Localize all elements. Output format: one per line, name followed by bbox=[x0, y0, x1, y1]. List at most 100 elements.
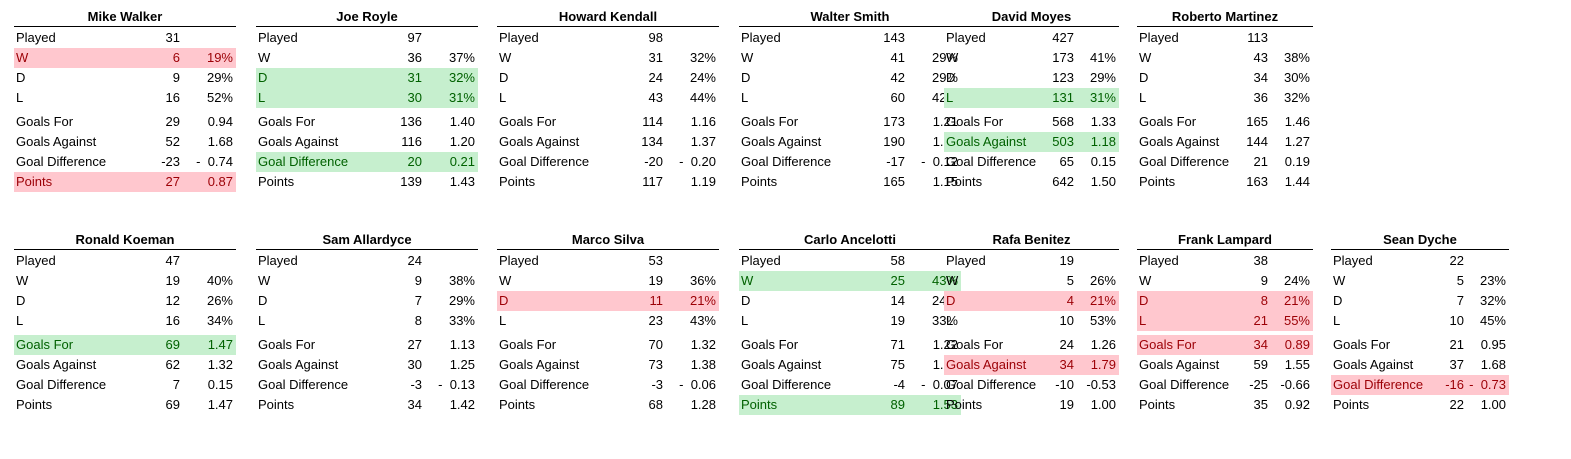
stat-row bbox=[739, 271, 961, 291]
stat-rate: 43% bbox=[689, 313, 716, 328]
stat-label: Points bbox=[258, 174, 295, 189]
stat-rate: 1.21 bbox=[932, 114, 958, 129]
stat-rate: 29% bbox=[931, 50, 958, 65]
stat-label: Goal Difference bbox=[16, 377, 107, 392]
stat-label: L bbox=[16, 313, 24, 328]
stat-value: 97 bbox=[407, 30, 422, 45]
stat-value: -23 bbox=[161, 154, 180, 169]
stat-label: Points bbox=[741, 174, 778, 189]
stat-row bbox=[739, 395, 961, 415]
stat-value: 35 bbox=[1253, 397, 1268, 412]
stat-rate: 1.28 bbox=[690, 397, 716, 412]
stat-value: 60 bbox=[890, 90, 905, 105]
stat-label: Goals For bbox=[1333, 337, 1391, 352]
stat-value: 37 bbox=[1449, 357, 1464, 372]
stat-row bbox=[944, 355, 1119, 375]
stat-rate: 21% bbox=[1283, 293, 1310, 308]
stat-label: Goals For bbox=[258, 114, 316, 129]
stat-label: Goal Difference bbox=[741, 154, 832, 169]
stat-value: 114 bbox=[642, 114, 663, 129]
stat-label: W bbox=[741, 273, 754, 288]
stat-rate: 1.27 bbox=[1284, 134, 1310, 149]
stat-value: 136 bbox=[400, 114, 422, 129]
stat-rate: 1.18 bbox=[1090, 134, 1116, 149]
manager-name: Howard Kendall bbox=[497, 7, 719, 27]
stat-rate: 32% bbox=[1283, 90, 1310, 105]
stat-value: 41 bbox=[890, 50, 905, 65]
stat-value: 69 bbox=[165, 397, 180, 412]
stat-rate: 42% bbox=[739, 90, 958, 105]
manager-name: Carlo Ancelotti bbox=[739, 230, 961, 250]
stat-rate: 0.95 bbox=[1480, 337, 1506, 352]
stat-value: 42 bbox=[890, 70, 905, 85]
stat-label: Points bbox=[741, 397, 778, 412]
stat-rate: - 0.74 bbox=[196, 154, 233, 169]
stat-label: Goals For bbox=[1139, 337, 1197, 352]
stat-value: 68 bbox=[648, 397, 663, 412]
stat-label: D bbox=[1333, 293, 1343, 308]
stat-label: L bbox=[258, 313, 266, 328]
stat-value: 36 bbox=[407, 50, 422, 65]
stat-label: Goals Against bbox=[1333, 357, 1414, 372]
stat-label: L bbox=[1333, 313, 1341, 328]
stat-rate: - 0.73 bbox=[1469, 377, 1506, 392]
stat-row bbox=[1137, 291, 1313, 311]
stat-value: 19 bbox=[648, 273, 663, 288]
stat-value: 52 bbox=[165, 134, 180, 149]
stat-rate: 37% bbox=[448, 50, 475, 65]
manager-name: Walter Smith bbox=[739, 7, 961, 27]
manager-name: Roberto Martinez bbox=[1137, 7, 1313, 27]
stat-value: 427 bbox=[1052, 30, 1074, 45]
stat-value: 9 bbox=[1260, 273, 1268, 288]
stat-value: 10 bbox=[1059, 313, 1074, 328]
stat-value: -16 bbox=[1445, 377, 1464, 392]
stat-value: 4 bbox=[1066, 293, 1074, 308]
stat-value: 21 bbox=[1253, 154, 1268, 169]
stat-label: W bbox=[499, 50, 512, 65]
stat-value: 65 bbox=[1059, 154, 1074, 169]
stat-value: 7 bbox=[414, 293, 422, 308]
stat-label: L bbox=[946, 313, 954, 328]
stat-label: Goal Difference bbox=[946, 377, 1037, 392]
manager-name: Frank Lampard bbox=[1137, 230, 1313, 250]
stat-value: 16 bbox=[165, 313, 180, 328]
stat-label: Goals Against bbox=[946, 134, 1027, 149]
stat-value: 73 bbox=[648, 357, 663, 372]
stat-label: Goals For bbox=[946, 337, 1004, 352]
stat-rate: 44% bbox=[689, 90, 716, 105]
stat-label: W bbox=[946, 273, 959, 288]
stat-rate: 41% bbox=[1089, 50, 1116, 65]
stat-label: Points bbox=[499, 397, 536, 412]
stat-value: 34 bbox=[407, 397, 422, 412]
stat-rate: -0.66 bbox=[1280, 377, 1310, 392]
stat-rate: 1.68 bbox=[207, 134, 233, 149]
stat-label: Points bbox=[1139, 174, 1176, 189]
stat-value: 29 bbox=[165, 114, 180, 129]
stat-label: L bbox=[1139, 313, 1147, 328]
stat-value: 62 bbox=[165, 357, 180, 372]
stat-value: 19 bbox=[165, 273, 180, 288]
stat-rate: 1.33 bbox=[739, 134, 958, 149]
stat-value: 7 bbox=[172, 377, 180, 392]
stat-value: 131 bbox=[1052, 90, 1074, 105]
stat-value: 113 bbox=[1247, 30, 1268, 45]
stat-value: 139 bbox=[400, 174, 422, 189]
stat-value: 117 bbox=[642, 174, 663, 189]
stat-label: Goals Against bbox=[499, 134, 580, 149]
stat-value: 31 bbox=[648, 50, 663, 65]
stat-row bbox=[944, 291, 1119, 311]
stat-label: D bbox=[258, 70, 268, 85]
stat-rate: 1.26 bbox=[1090, 337, 1116, 352]
stat-label: D bbox=[741, 70, 751, 85]
stat-value: 24 bbox=[648, 70, 663, 85]
stat-label: D bbox=[946, 293, 956, 308]
stat-rate: 40% bbox=[206, 273, 233, 288]
stat-value: 568 bbox=[1052, 114, 1074, 129]
stat-label: Played bbox=[1139, 30, 1179, 45]
stat-rate: 33% bbox=[931, 313, 958, 328]
stat-label: D bbox=[258, 293, 268, 308]
stat-label: L bbox=[741, 313, 749, 328]
stat-rate: 29% bbox=[1089, 70, 1116, 85]
stat-value: 19 bbox=[1059, 397, 1074, 412]
stat-value: -17 bbox=[886, 154, 905, 169]
